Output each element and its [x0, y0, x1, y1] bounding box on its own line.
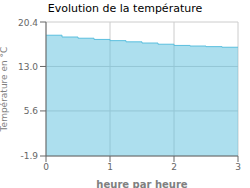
svg-text:3: 3 [235, 162, 241, 172]
svg-text:20.4: 20.4 [18, 18, 38, 28]
svg-text:1: 1 [107, 162, 113, 172]
svg-text:13.0: 13.0 [18, 62, 38, 72]
html-text:Evolution de la température: Evolution de la température [47, 2, 203, 15]
svg-text:0: 0 [43, 162, 49, 172]
svg-text:Température en °C: Température en °C [8, 47, 9, 133]
svg-text:heure par heure: heure par heure [96, 179, 187, 188]
svg-text:-1.9: -1.9 [20, 151, 38, 161]
svg-text:5.6: 5.6 [24, 106, 39, 116]
svg-text:2: 2 [171, 162, 177, 172]
